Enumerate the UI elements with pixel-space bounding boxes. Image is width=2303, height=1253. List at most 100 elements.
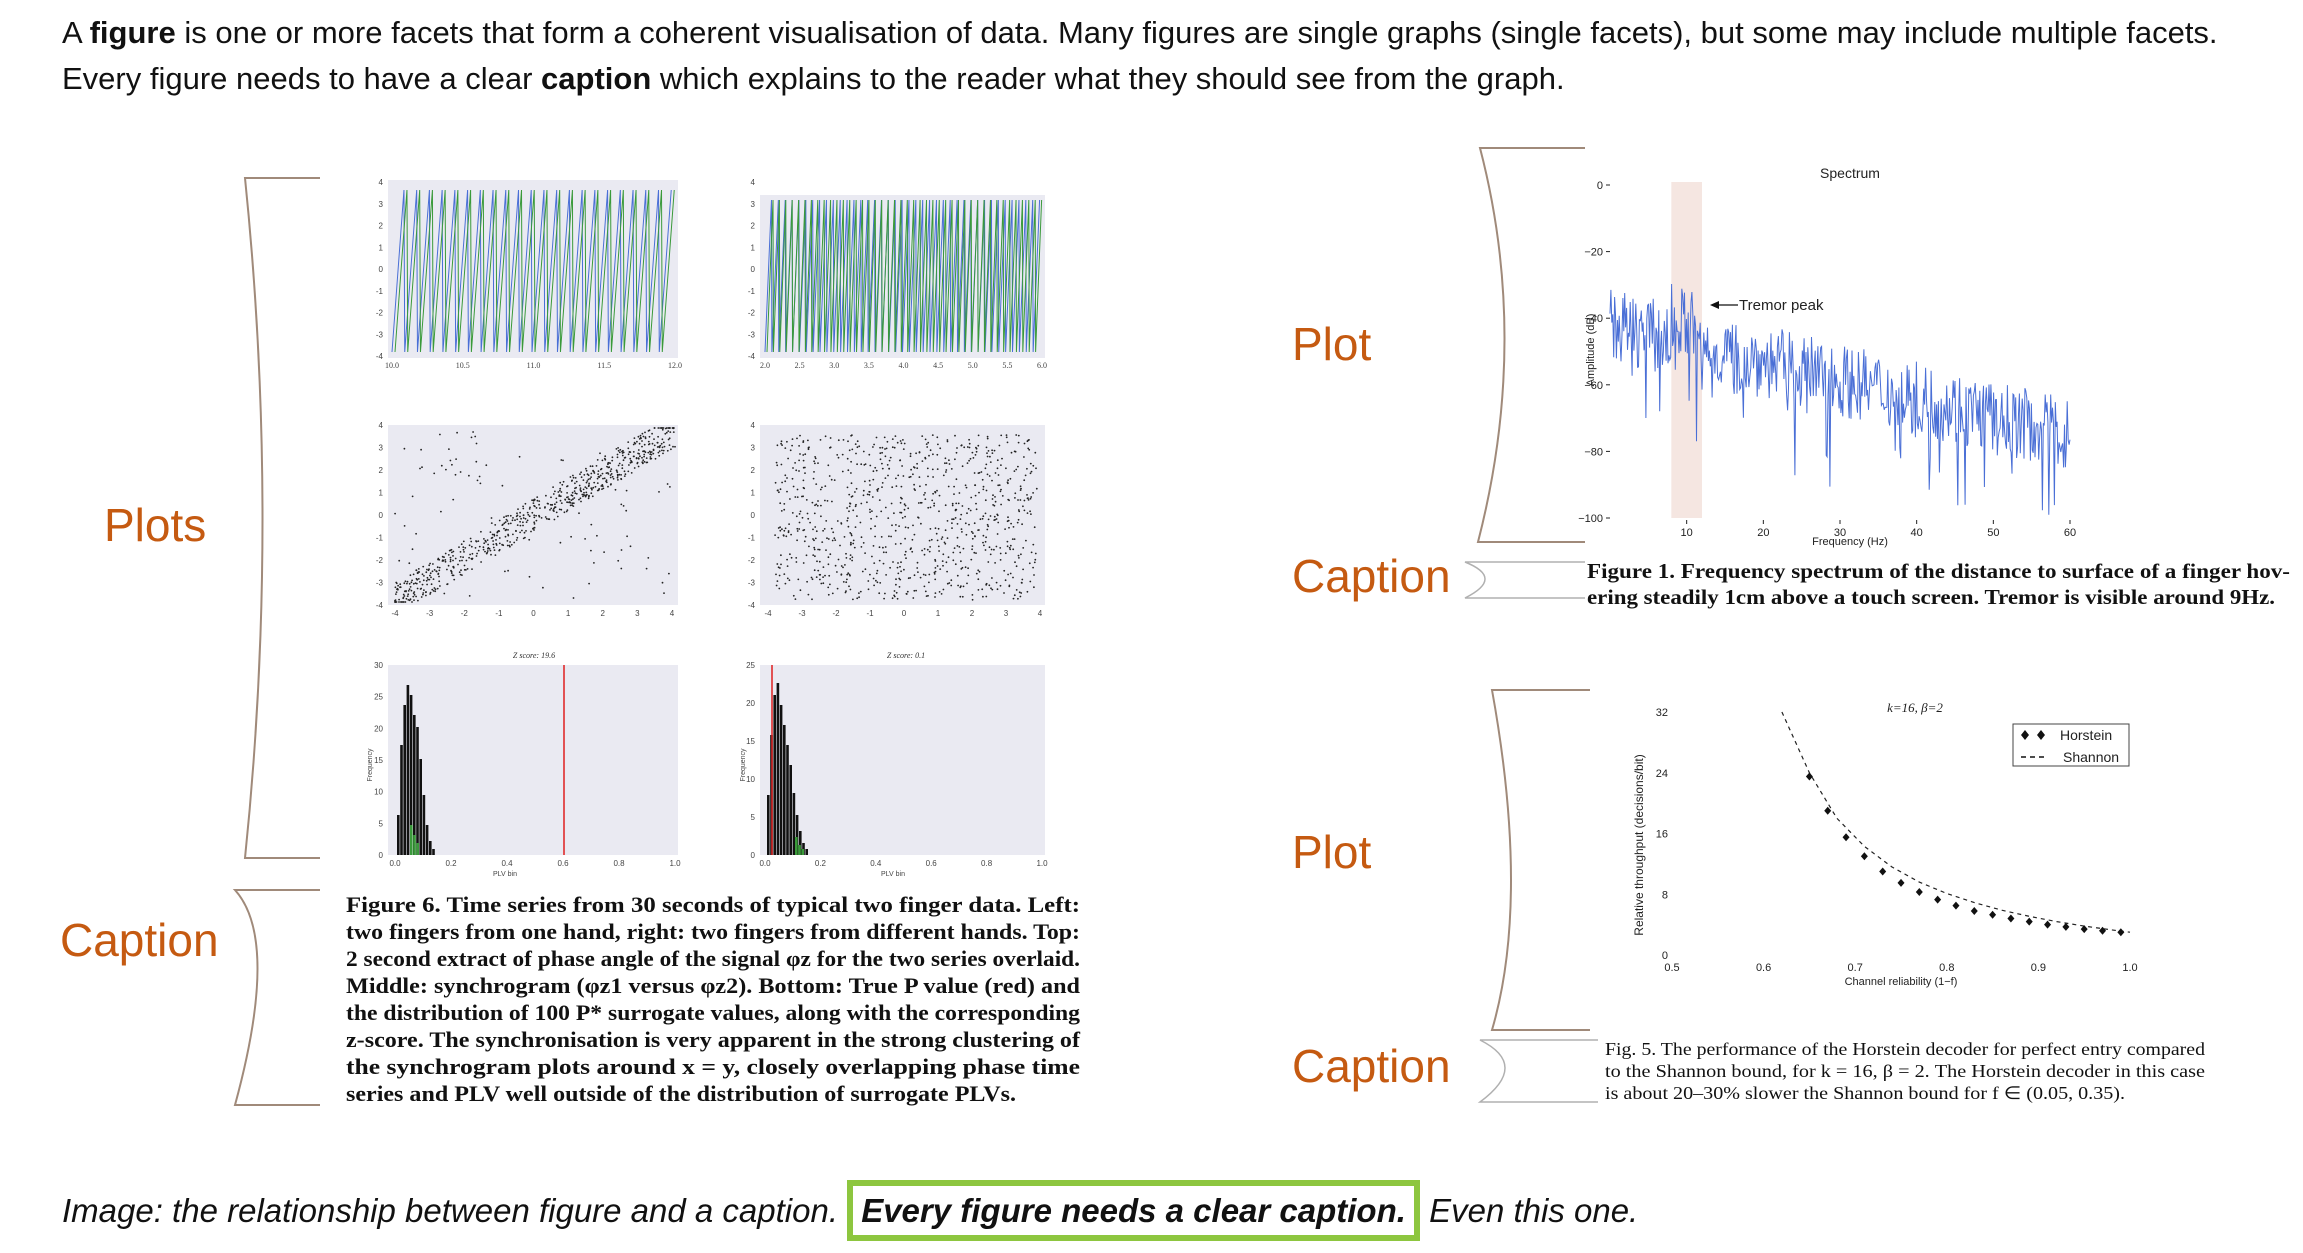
synchrogram-point (961, 531, 963, 533)
synchrogram-point (932, 492, 934, 495)
synchrogram-point (944, 529, 947, 532)
synchrogram-point (528, 508, 531, 510)
synchrogram-point (430, 583, 433, 586)
synchrogram-point (438, 558, 441, 561)
synchrogram-point (792, 594, 795, 597)
synchrogram-point (827, 593, 830, 596)
synchrogram-point (420, 596, 423, 598)
histogram-ytick: 25 (746, 661, 755, 670)
synchrogram-point (951, 522, 953, 524)
synchrogram-point (412, 573, 415, 576)
synchrogram-point (986, 455, 989, 458)
spectrum-series-line (1609, 283, 2071, 515)
synchrogram-point (872, 446, 874, 448)
synchrogram-xtick: -1 (495, 609, 503, 618)
synchrogram-point (987, 561, 990, 563)
synchrogram-point (646, 461, 649, 464)
synchrogram-point (817, 569, 820, 572)
synchrogram-point (813, 546, 816, 549)
synchrogram-point (411, 579, 413, 582)
synchrogram-point (606, 472, 609, 474)
timeseries-xtick: 11.0 (527, 361, 541, 370)
synchrogram-point (907, 507, 910, 510)
synchrogram-point (429, 591, 432, 594)
synchrogram-point (1006, 520, 1009, 523)
synchrogram-point (585, 467, 587, 470)
spectrum-xtick: 40 (1911, 527, 1923, 539)
synchrogram-point (413, 593, 416, 596)
synchrogram-point (585, 469, 588, 472)
synchrogram-point (917, 502, 920, 504)
synchrogram-point (405, 590, 407, 592)
synchrogram-point (609, 470, 612, 473)
histogram-xtick: 0.4 (501, 859, 513, 868)
synchrogram-point (986, 435, 989, 438)
synchrogram-point (811, 578, 814, 581)
fig5-caption-line: to the Shannon bound, for k = 16, β = 2.… (1605, 1061, 2205, 1081)
synchrogram-point (641, 432, 644, 435)
synchrogram-point (920, 522, 922, 525)
synchrogram-point (999, 552, 1002, 555)
synchrogram-point (798, 528, 801, 530)
synchrogram-point (845, 590, 847, 592)
synchrogram-point (815, 530, 818, 533)
synchrogram-point (558, 495, 561, 497)
synchrogram-point (557, 491, 560, 493)
synchrogram-point (999, 547, 1002, 549)
synchrogram-point (479, 482, 482, 485)
synchrogram-point (824, 574, 826, 577)
synchrogram-point (580, 476, 583, 479)
synchrogram-point (856, 440, 859, 443)
synchrogram-point (924, 438, 927, 441)
synchrogram-point (1022, 505, 1024, 508)
synchrogram-point (1030, 513, 1032, 515)
synchrogram-point (498, 537, 501, 539)
synchrogram-point (885, 551, 888, 554)
synchrogram-point (550, 496, 552, 499)
synchrogram-point (666, 449, 669, 452)
synchrogram-point (612, 477, 615, 480)
synchrogram-point (440, 464, 443, 467)
synchrogram-point (944, 542, 947, 545)
synchrogram-point (426, 576, 429, 579)
synchrogram-point (869, 511, 871, 513)
synchrogram-point (939, 568, 942, 570)
label-plot-bottom: Plot (1292, 826, 1371, 878)
synchrogram-point (827, 586, 830, 589)
synchrogram-point (945, 469, 948, 471)
synchrogram-point (813, 460, 815, 463)
synchrogram-point (1033, 574, 1035, 576)
synchrogram-point (429, 562, 431, 565)
synchrogram-point (799, 434, 801, 437)
tremor-annotation: Tremor peak (1739, 297, 1824, 314)
histogram-xtick: 1.0 (1036, 859, 1048, 868)
figure1-caption-line: ering steadily 1cm above a touch screen.… (1587, 585, 2275, 609)
synchrogram-point (950, 584, 953, 587)
synchrogram-point (611, 459, 614, 462)
synchrogram-point (847, 517, 849, 519)
synchrogram-point (1007, 482, 1009, 485)
synchrogram-point (642, 459, 645, 462)
spectrum-ytick: −20 (1584, 247, 1603, 259)
synchrogram-point (955, 502, 958, 505)
histogram-ytick: 20 (746, 699, 755, 708)
synchrogram-xtick: 2 (601, 609, 606, 618)
synchrogram-point (1018, 591, 1021, 594)
synchrogram-point (993, 519, 996, 521)
synchrogram-point (535, 514, 537, 517)
synchrogram-point (1008, 546, 1011, 549)
synchrogram-point (527, 513, 530, 516)
synchrogram-point (522, 505, 524, 508)
synchrogram-point (845, 557, 848, 559)
synchrogram-point (778, 491, 780, 494)
synchrogram-point (892, 561, 894, 563)
synchrogram-point (454, 473, 457, 476)
synchrogram-point (589, 477, 591, 480)
synchrogram-point (434, 588, 437, 591)
synchrogram-point (986, 528, 989, 531)
synchrogram-point (586, 493, 588, 496)
timeseries-xtick: 2.0 (760, 361, 770, 370)
synchrogram-point (429, 574, 431, 577)
timeseries-ytick: -2 (376, 309, 384, 318)
synchrogram-point (928, 454, 930, 457)
